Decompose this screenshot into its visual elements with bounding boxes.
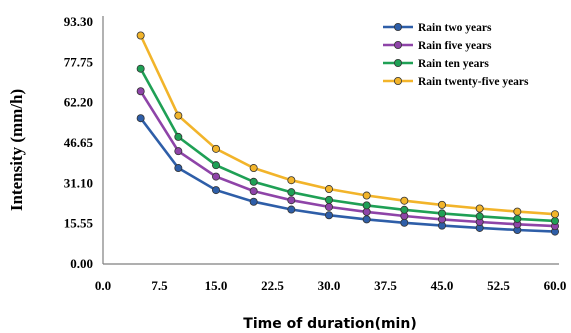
data-point [400,218,409,227]
series-2 [136,87,560,231]
y-ticks: 0.00 15.55 31.10 46.65 62.20 77.75 93.30 [64,14,94,271]
data-point [513,207,522,216]
data-point [362,191,371,200]
y-tick-label: 0.00 [70,256,93,271]
data-point [287,176,296,185]
legend-label: Rain twenty-five years [418,76,529,88]
series-1 [136,114,560,236]
x-axis-label: Time of duration(min) [243,316,416,332]
data-point [551,210,560,219]
x-tick-label: 7.5 [151,278,168,293]
data-point [362,201,371,210]
y-tick-label: 46.65 [64,135,94,150]
data-point [136,87,145,96]
series-4 [136,31,560,219]
data-point [249,177,258,186]
data-point [324,211,333,220]
legend-swatch-marker [393,22,402,31]
data-point [249,164,258,173]
data-point [400,205,409,214]
y-tick-label: 93.30 [64,14,93,29]
x-tick-label: 0.0 [95,278,111,293]
data-point [136,114,145,123]
series-line [139,90,556,228]
legend-swatch-marker [393,41,402,50]
x-tick-label: 60.0 [544,278,567,293]
legend-swatch-marker [393,77,402,86]
x-tick-label: 15.0 [205,278,228,293]
legend-item: Rain five years [383,40,492,52]
data-point [324,185,333,194]
data-point [174,147,183,156]
axes [102,16,559,265]
data-point [437,200,446,209]
data-point [174,164,183,173]
data-point [324,195,333,204]
x-ticks: 0.0 7.5 15.0 22.5 30.0 37.5 45.0 52.5 60.0 [95,278,567,293]
series-line [139,117,556,233]
data-point [211,186,220,195]
legend-item: Rain two years [383,22,492,34]
data-point [324,202,333,211]
series-group [136,31,560,236]
x-tick-label: 22.5 [261,278,284,293]
data-point [287,188,296,197]
data-point [211,144,220,153]
y-tick-label: 15.55 [64,216,94,231]
series-3 [136,64,560,225]
series-line [139,34,556,216]
series-line [139,68,556,223]
legend-item: Rain ten years [383,58,489,70]
y-tick-label: 31.10 [64,175,93,190]
data-point [211,172,220,181]
data-point [174,111,183,120]
legend-item: Rain twenty-five years [383,76,529,88]
data-point [513,214,522,223]
data-point [211,161,220,170]
legend-label: Rain five years [418,40,492,52]
data-point [249,197,258,206]
data-point [475,204,484,213]
x-tick-label: 52.5 [487,278,510,293]
legend-swatch-marker [393,59,402,68]
legend: Rain two years Rain five years Rain ten ye… [383,22,529,88]
data-point [475,212,484,221]
data-point [287,196,296,205]
x-tick-label: 45.0 [431,278,454,293]
y-tick-label: 77.75 [64,54,94,69]
y-tick-label: 62.20 [64,95,93,110]
data-point [551,216,560,225]
data-point [362,215,371,224]
data-point [136,64,145,73]
data-point [437,209,446,218]
x-tick-label: 30.0 [318,278,341,293]
data-point [287,205,296,214]
x-tick-label: 37.5 [374,278,397,293]
data-point [249,187,258,196]
legend-label: Rain ten years [418,58,489,70]
data-point [174,132,183,141]
data-point [400,196,409,205]
data-point [136,31,145,40]
legend-label: Rain two years [418,22,492,34]
y-axis-label: Intensity (mm/h) [7,89,26,211]
